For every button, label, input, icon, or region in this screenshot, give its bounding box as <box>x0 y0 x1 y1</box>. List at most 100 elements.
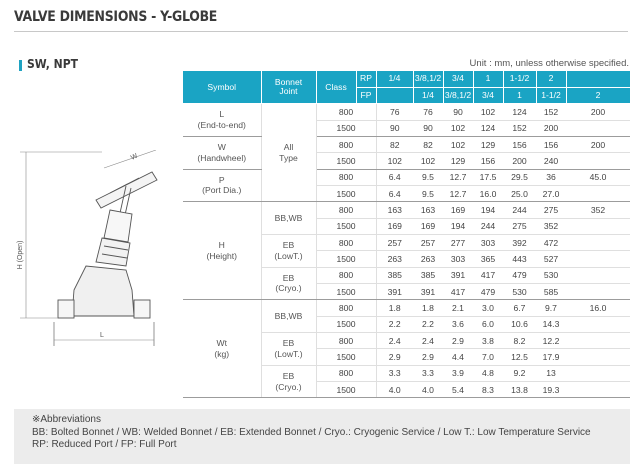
value-cell <box>566 316 630 334</box>
value-cell: 2.9 <box>376 348 413 366</box>
value-cell: 2.2 <box>376 316 413 334</box>
table-row: Wt (kg) BB,WB 800 1.8 1.8 2.1 3.0 6.7 9.7 16.0 <box>183 299 630 399</box>
table-row: P (Port Dia.) 800 6.4 9.5 12.7 17.5 29.5 36 45.0 <box>183 169 630 203</box>
value-cell: 13.8 <box>503 381 536 399</box>
value-cell: 479 <box>473 283 503 301</box>
value-cell: 6.7 <box>503 299 536 317</box>
header-bonnet-joint: Bonnet Joint <box>261 71 317 105</box>
value-cell: 275 <box>503 218 536 235</box>
table-row: H (Height) BB,WB 800 163 163 169 194 244 275 352 <box>183 201 630 301</box>
value-cell: 102 <box>376 152 413 170</box>
value-cell: 169 <box>413 218 443 235</box>
value-cell: 200 <box>566 136 630 154</box>
value-cell: 9.2 <box>503 365 536 383</box>
value-cell <box>566 120 630 137</box>
symbol-cell: L (End-to-end) <box>183 103 262 137</box>
value-cell: 200 <box>566 103 630 121</box>
header-rp-size: 2 <box>536 71 567 88</box>
value-cell: 45.0 <box>566 169 630 186</box>
diagram-label-width: W <box>130 153 139 162</box>
value-cell: 3.9 <box>443 365 473 383</box>
table-row: W (Handwheel) 800 82 82 102 129 156 156 200 <box>183 136 630 170</box>
table-row: EB (LowT.) 800 257 257 277 303 392 472 <box>183 234 630 268</box>
header-rp-size: 1/4 <box>376 71 414 88</box>
class-cell: 1500 <box>316 283 377 301</box>
table-row: L (End-to-end) All Type 800 76 76 90 102 124 152 20… <box>183 103 630 203</box>
value-cell <box>566 267 630 284</box>
value-cell: 10.6 <box>503 316 536 334</box>
value-cell: 13 <box>536 365 566 383</box>
value-cell: 2.9 <box>413 348 443 366</box>
value-cell: 277 <box>443 234 473 252</box>
value-cell <box>566 250 630 268</box>
value-cell: 4.4 <box>443 348 473 366</box>
value-cell: 244 <box>473 218 503 235</box>
value-cell: 27.0 <box>536 185 566 203</box>
value-cell: 200 <box>503 152 536 170</box>
value-cell <box>566 218 630 235</box>
value-cell: 76 <box>413 103 443 121</box>
value-cell <box>566 234 630 252</box>
bonnet-cell: All Type <box>261 103 317 203</box>
value-cell: 129 <box>443 152 473 170</box>
class-cell: 800 <box>316 169 377 186</box>
value-cell: 90 <box>443 103 473 121</box>
value-cell: 9.7 <box>536 299 566 317</box>
value-cell: 303 <box>473 234 503 252</box>
value-cell: 443 <box>503 250 536 268</box>
class-cell: 800 <box>316 201 377 219</box>
header-fp-label: FP <box>356 87 377 105</box>
value-cell: 124 <box>473 120 503 137</box>
value-cell: 194 <box>473 201 503 219</box>
value-cell: 385 <box>376 267 413 284</box>
value-cell <box>566 185 630 203</box>
value-cell: 352 <box>566 201 630 219</box>
value-cell: 29.5 <box>503 169 536 186</box>
value-cell <box>566 332 630 350</box>
value-cell: 2.4 <box>413 332 443 350</box>
y-globe-valve-diagram: W H (Open) L <box>17 150 158 346</box>
value-cell: 263 <box>376 250 413 268</box>
value-cell: 124 <box>503 103 536 121</box>
value-cell: 527 <box>536 250 566 268</box>
header-fp-size <box>376 87 414 105</box>
value-cell: 4.8 <box>473 365 503 383</box>
value-cell: 3.8 <box>473 332 503 350</box>
title-divider <box>14 31 628 32</box>
value-cell: 12.2 <box>536 332 566 350</box>
class-cell: 800 <box>316 234 377 252</box>
value-cell: 2.4 <box>376 332 413 350</box>
value-cell: 36 <box>536 169 566 186</box>
value-cell: 1.8 <box>413 299 443 317</box>
value-cell: 3.3 <box>413 365 443 383</box>
table-row: 1500 2.9 2.9 4.4 7.0 12.5 17.9 <box>183 348 630 366</box>
value-cell: 479 <box>503 267 536 284</box>
value-cell <box>566 152 630 170</box>
value-cell: 2.9 <box>443 332 473 350</box>
value-cell: 6.0 <box>473 316 503 334</box>
class-cell: 800 <box>316 299 377 317</box>
header-fp-size: 1 <box>503 87 537 105</box>
symbol-cell: Wt (kg) <box>183 299 262 399</box>
value-cell: 257 <box>413 234 443 252</box>
value-cell <box>566 283 630 301</box>
table-row: 1500 263 263 303 365 443 527 <box>183 250 630 268</box>
value-cell: 4.0 <box>413 381 443 399</box>
value-cell: 102 <box>473 103 503 121</box>
value-cell: 129 <box>473 136 503 154</box>
value-cell: 17.9 <box>536 348 566 366</box>
value-cell: 392 <box>503 234 536 252</box>
value-cell: 12.5 <box>503 348 536 366</box>
value-cell: 19.3 <box>536 381 566 399</box>
value-cell: 9.5 <box>413 185 443 203</box>
abbreviations-line: RP: Reduced Port / FP: Full Port <box>32 439 177 450</box>
table-row: 1500 391 391 417 479 530 585 <box>183 283 630 301</box>
class-cell: 1500 <box>316 316 377 334</box>
value-cell: 16.0 <box>473 185 503 203</box>
table-row: EB (Cryo.) 800 385 385 391 417 479 530 <box>183 267 630 301</box>
value-cell: 152 <box>503 120 536 137</box>
header-fp-size: 1-1/2 <box>536 87 567 105</box>
value-cell: 391 <box>376 283 413 301</box>
class-cell: 1500 <box>316 218 377 235</box>
value-cell: 240 <box>536 152 566 170</box>
